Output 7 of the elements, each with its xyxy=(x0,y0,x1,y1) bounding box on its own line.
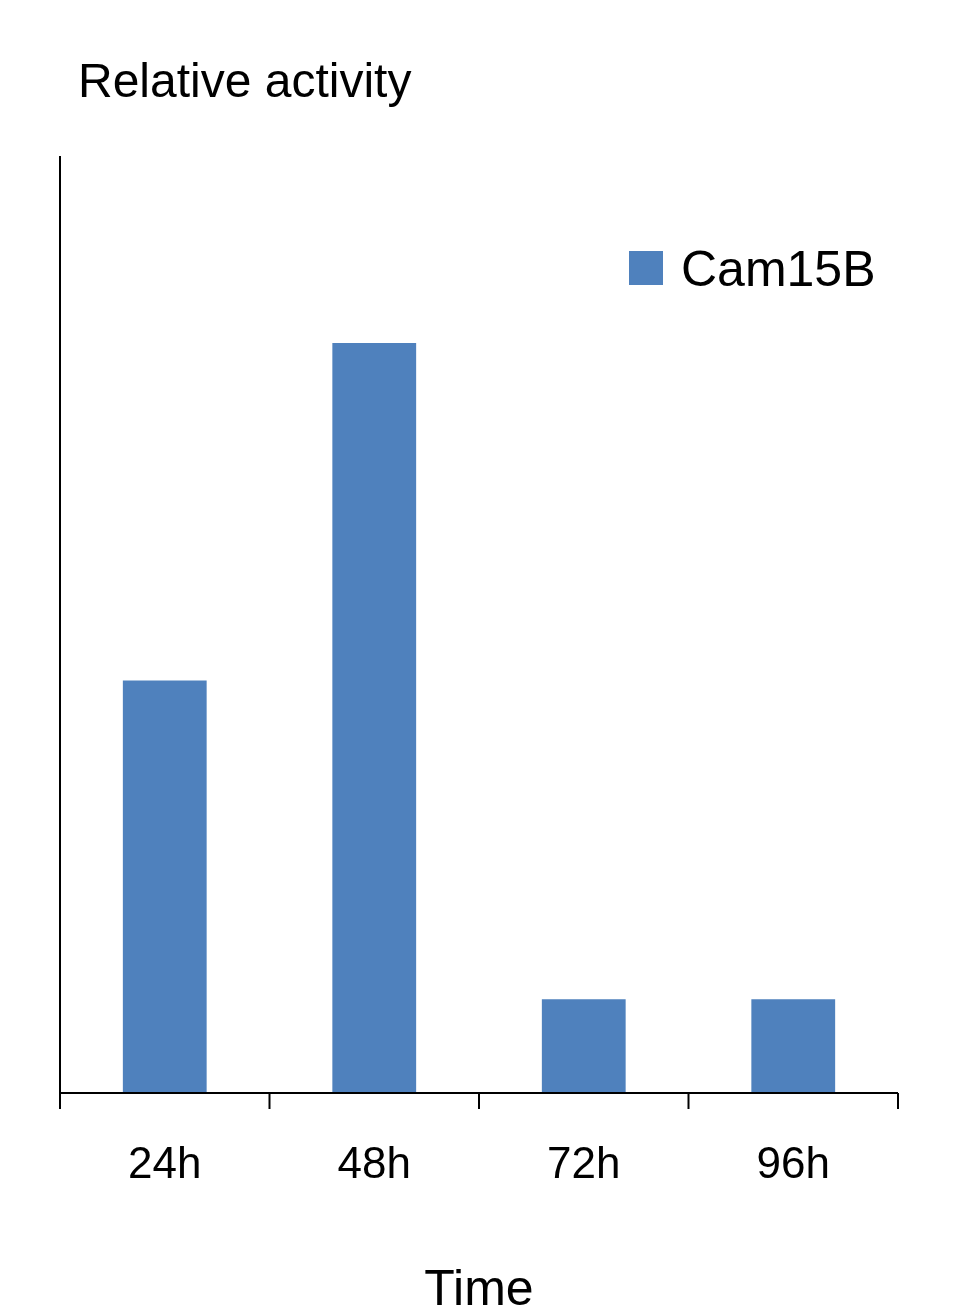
legend-label: Cam15B xyxy=(681,241,876,297)
x-tick-label: 24h xyxy=(128,1138,202,1187)
x-tick-label: 96h xyxy=(756,1138,830,1187)
x-tick-label: 72h xyxy=(547,1138,621,1187)
chart-title: Relative activity xyxy=(78,54,412,107)
x-tick-label: 48h xyxy=(337,1138,411,1187)
x-axis-title: Time xyxy=(424,1260,534,1314)
